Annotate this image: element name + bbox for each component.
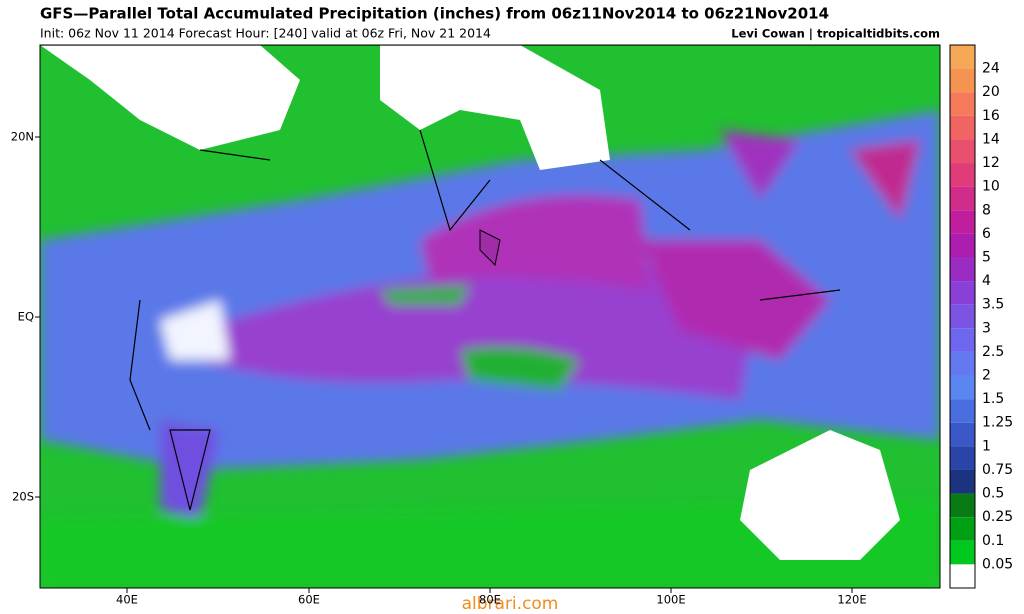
lon-label: 120E <box>837 593 866 607</box>
colorbar-label: 5 <box>982 249 991 265</box>
colorbar-label: 24 <box>982 61 1000 77</box>
colorbar-label: 2 <box>982 368 991 384</box>
watermark: albrari.com <box>462 594 559 614</box>
colorbar-segment <box>950 422 975 447</box>
colorbar-segment <box>950 399 975 423</box>
lon-label: 40E <box>116 593 138 607</box>
colorbar-label: 14 <box>982 131 1000 147</box>
colorbar-segment <box>950 540 975 565</box>
colorbar-label: 0.5 <box>982 486 1004 502</box>
lon-label: 100E <box>656 593 685 607</box>
colorbar-label: 6 <box>982 226 991 242</box>
colorbar-label: 2.5 <box>982 344 1004 360</box>
colorbar-segment <box>950 517 975 541</box>
colorbar-segment <box>950 469 975 494</box>
colorbar-label: 8 <box>982 202 991 218</box>
colorbar-label: 4 <box>982 273 991 289</box>
colorbar-segment <box>950 163 975 187</box>
colorbar-label: 16 <box>982 108 1000 124</box>
colorbar-label: 20 <box>982 84 1000 100</box>
colorbar-segment <box>950 564 975 588</box>
colorbar-segment <box>950 257 975 282</box>
lon-label: 80E <box>479 593 501 607</box>
colorbar-label: 0.75 <box>982 462 1013 478</box>
colorbar-segment <box>950 233 975 258</box>
colorbar-segment <box>950 304 975 329</box>
colorbar-label: 3 <box>982 320 991 336</box>
colorbar-label: 1 <box>982 438 991 454</box>
map <box>40 45 940 588</box>
subtitle: Init: 06z Nov 11 2014 Forecast Hour: [24… <box>40 26 491 41</box>
lon-label: 60E <box>298 593 320 607</box>
colorbar-segment <box>950 210 975 234</box>
colorbar-segment <box>950 139 975 164</box>
colorbar-segment <box>950 493 975 518</box>
colorbar-label: 1.5 <box>982 391 1004 407</box>
colorbar-label: 0.25 <box>982 509 1013 525</box>
colorbar-segment <box>950 351 975 376</box>
colorbar: 24 20 16 14 12 10 8 6 5 4 3.5 3 2.5 2 1.5 1.25 1 0.75 0.5 0… <box>949 44 1013 589</box>
lat-label: 20S <box>12 490 34 504</box>
colorbar-segment <box>950 328 975 352</box>
colorbar-label: 10 <box>982 179 1000 195</box>
colorbar-segment <box>950 68 975 93</box>
colorbar-label: 0.05 <box>982 556 1013 572</box>
colorbar-segment <box>950 92 975 116</box>
colorbar-segment <box>950 446 975 470</box>
lat-label: EQ <box>18 310 34 324</box>
colorbar-frame <box>949 44 976 589</box>
credit: Levi Cowan | tropicaltidbits.com <box>731 27 940 41</box>
title: GFS—Parallel Total Accumulated Precipita… <box>40 5 829 23</box>
lat-label: 20N <box>11 130 34 144</box>
colorbar-segment <box>950 45 975 69</box>
colorbar-segment <box>950 375 975 400</box>
colorbar-label: 1.25 <box>982 415 1013 431</box>
colorbar-label: 3.5 <box>982 297 1004 313</box>
colorbar-label: 12 <box>982 155 1000 171</box>
colorbar-segment <box>950 186 975 211</box>
colorbar-segment <box>950 281 975 305</box>
colorbar-segment <box>950 115 975 140</box>
colorbar-label: 0.1 <box>982 533 1004 549</box>
